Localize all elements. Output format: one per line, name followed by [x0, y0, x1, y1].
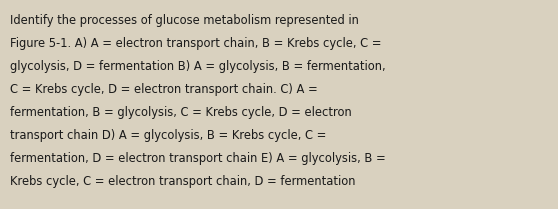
Text: Identify the processes of glucose metabolism represented in: Identify the processes of glucose metabo… — [10, 14, 359, 27]
Text: C = Krebs cycle, D = electron transport chain. C) A =: C = Krebs cycle, D = electron transport … — [10, 83, 318, 96]
Text: Figure 5-1. A) A = electron transport chain, B = Krebs cycle, C =: Figure 5-1. A) A = electron transport ch… — [10, 37, 382, 50]
Text: fermentation, B = glycolysis, C = Krebs cycle, D = electron: fermentation, B = glycolysis, C = Krebs … — [10, 106, 352, 119]
Text: fermentation, D = electron transport chain E) A = glycolysis, B =: fermentation, D = electron transport cha… — [10, 152, 386, 165]
Text: Krebs cycle, C = electron transport chain, D = fermentation: Krebs cycle, C = electron transport chai… — [10, 175, 355, 188]
Text: glycolysis, D = fermentation B) A = glycolysis, B = fermentation,: glycolysis, D = fermentation B) A = glyc… — [10, 60, 386, 73]
Text: transport chain D) A = glycolysis, B = Krebs cycle, C =: transport chain D) A = glycolysis, B = K… — [10, 129, 326, 142]
